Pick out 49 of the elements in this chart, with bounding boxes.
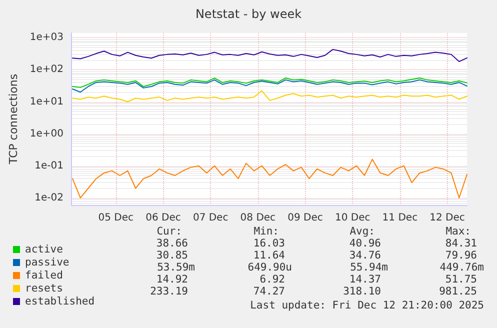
- x-tick-label: 08 Dec: [240, 212, 276, 224]
- legend-label: resets: [25, 282, 63, 294]
- text: 11.64: [253, 250, 285, 262]
- text: Max:: [446, 226, 472, 238]
- text: Cur:: [156, 226, 182, 238]
- text: 84.31: [445, 238, 477, 250]
- x-tick-label: 06 Dec: [146, 212, 181, 224]
- x-tick-label: 09 Dec: [288, 212, 323, 224]
- text: 649.90u: [248, 262, 292, 274]
- text: 318.10: [343, 286, 382, 298]
- legend-label: established: [25, 296, 95, 308]
- text: 55.94m: [350, 262, 388, 274]
- y-tick-label: 1e+02: [30, 64, 64, 76]
- text: 79.96: [445, 250, 477, 262]
- text: 53.59m: [157, 262, 196, 274]
- x-tick-label: 05 Dec: [98, 212, 134, 224]
- text: Min:: [254, 226, 280, 238]
- text: Avg:: [350, 226, 376, 238]
- text: 233.19: [150, 286, 188, 298]
- x-tick-label: 11 Dec: [382, 212, 418, 224]
- text: 74.27: [253, 286, 285, 298]
- text: 449.76m: [440, 262, 484, 274]
- text: 51.75: [445, 274, 477, 286]
- y-tick-label: 1e+00: [30, 128, 64, 140]
- text: 38.66: [156, 238, 188, 250]
- text: 34.76: [349, 250, 381, 262]
- legend-label: passive: [25, 256, 70, 268]
- y-tick-label: 1e+03: [30, 32, 64, 44]
- y-axis-title: TCP connections: [7, 74, 20, 166]
- x-tick-label: 10 Dec: [334, 212, 370, 224]
- text: 16.03: [253, 238, 285, 250]
- chart-title: Netstat - by week: [195, 7, 302, 21]
- text: Last update: Fri Dec 12 21:20:00 2025: [250, 300, 484, 312]
- x-tick-label: 12 Dec: [430, 212, 465, 224]
- text: 14.92: [156, 274, 188, 286]
- y-tick-label: 1e-01: [34, 160, 64, 172]
- text: 981.25: [439, 286, 478, 298]
- legend-label: failed: [25, 270, 63, 282]
- text: 40.96: [349, 238, 381, 250]
- text: 14.37: [349, 274, 381, 286]
- y-tick-label: 1e+01: [30, 96, 64, 108]
- line-series: [72, 48, 468, 62]
- line-series: [72, 158, 468, 198]
- text: 30.85: [156, 250, 188, 262]
- line-series: [72, 78, 468, 88]
- text: 6.92: [260, 274, 286, 286]
- legend-label: active: [25, 244, 63, 256]
- x-tick-label: 07 Dec: [192, 212, 228, 224]
- y-tick-label: 1e-02: [34, 192, 64, 204]
